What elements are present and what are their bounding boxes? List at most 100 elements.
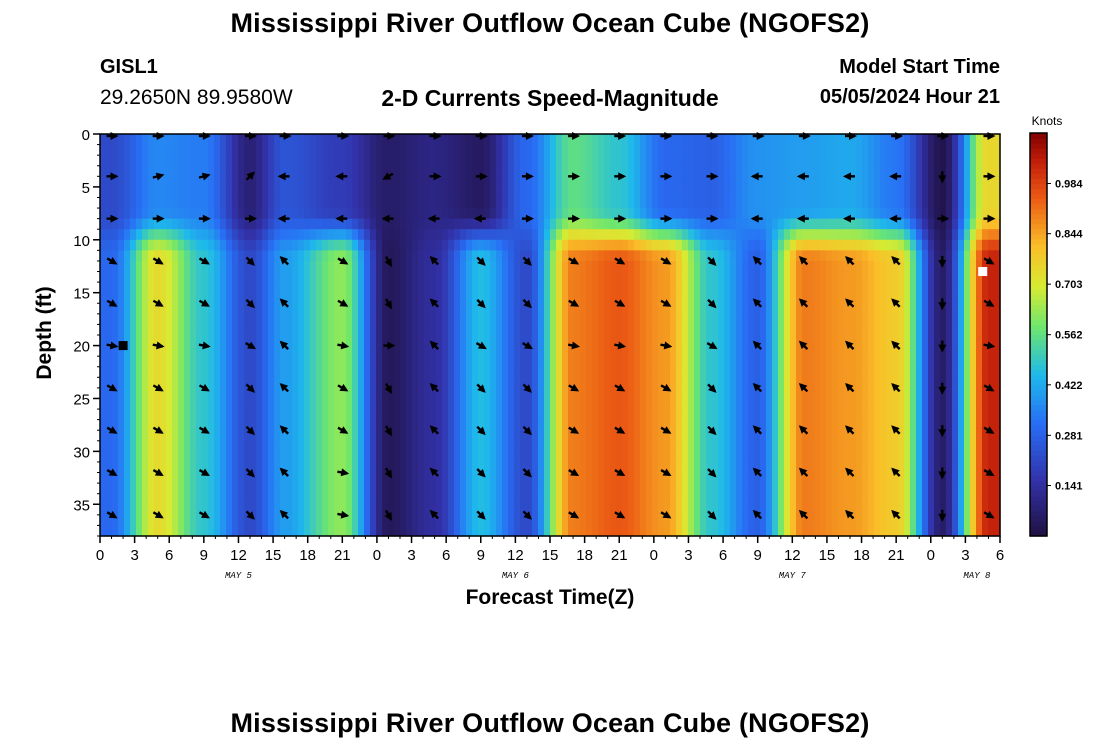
heatmap-cell [196,239,203,251]
heatmap-cell [124,313,131,326]
heatmap-cell [466,165,473,177]
heatmap-cell [448,250,455,262]
heatmap-cell [772,419,779,431]
heatmap-cell [208,186,215,199]
heatmap-cell [310,218,317,230]
heatmap-cell [886,387,893,400]
heatmap-cell [442,165,449,177]
heatmap-cell [730,250,737,262]
heatmap-cell [274,208,281,220]
heatmap-cell [994,366,1001,378]
heatmap-cell [256,292,263,304]
heatmap-cell [562,409,569,421]
heatmap-cell [346,282,353,294]
heatmap-cell [418,186,425,199]
heatmap-cell [466,155,473,167]
heatmap-cell [412,197,419,209]
heatmap-cell [652,239,659,251]
heatmap-cell [760,398,767,410]
heatmap-cell [370,409,377,421]
heatmap-cell [646,134,653,146]
heatmap-cell [676,208,683,220]
heatmap-cell [742,377,749,389]
heatmap-cell [724,229,731,241]
heatmap-cell [196,250,203,262]
heatmap-cell [562,451,569,463]
heatmap-cell [898,186,905,199]
heatmap-cell [640,208,647,220]
heatmap-cell [862,387,869,400]
heatmap-cell [442,197,449,209]
heatmap-cell [778,335,785,347]
heatmap-cell [106,335,113,347]
heatmap-cell [364,260,371,273]
heatmap-cell [526,461,533,474]
heatmap-cell [172,377,179,389]
heatmap-cell [772,409,779,421]
heatmap-cell [184,229,191,241]
heatmap-cell [148,345,155,357]
heatmap-cell [202,218,209,230]
heatmap-cell [820,260,827,273]
heatmap-cell [916,208,923,220]
heatmap-cell [916,461,923,474]
heatmap-cell [232,134,239,146]
heatmap-cell [766,409,773,421]
heatmap-cell [772,134,779,146]
heatmap-cell [592,292,599,304]
heatmap-cell [778,324,785,336]
heatmap-cell [760,197,767,209]
heatmap-cell [142,461,149,474]
heatmap-cell [538,409,545,421]
heatmap-cell [592,345,599,357]
heatmap-cell [802,335,809,347]
heatmap-cell [736,335,743,347]
heatmap-cell [268,313,275,326]
heatmap-cell [202,134,209,146]
heatmap-cell [502,271,509,283]
heatmap-cell [376,271,383,283]
heatmap-cell [112,430,119,442]
heatmap-cell [682,282,689,294]
heatmap-cell [646,335,653,347]
heatmap-cell [628,239,635,251]
heatmap-cell [724,451,731,463]
heatmap-cell [640,292,647,304]
heatmap-cell [328,165,335,177]
heatmap-cell [718,208,725,220]
heatmap-cell [880,229,887,241]
heatmap-cell [466,430,473,442]
heatmap-cell [406,335,413,347]
heatmap-cell [472,134,479,146]
heatmap-cell [736,292,743,304]
heatmap-cell [310,335,317,347]
heatmap-cell [640,303,647,315]
heatmap-cell [934,461,941,474]
heatmap-cell [862,451,869,463]
heatmap-cell [856,335,863,347]
heatmap-cell [640,356,647,368]
heatmap-cell [196,345,203,357]
heatmap-cell [280,282,287,294]
heatmap-cell [712,239,719,251]
heatmap-cell [958,313,965,326]
heatmap-cell [940,440,947,452]
heatmap-cell [766,208,773,220]
heatmap-cell [412,345,419,357]
heatmap-cell [868,197,875,209]
heatmap-cell [742,155,749,167]
heatmap-cell [832,144,839,156]
heatmap-cell [280,345,287,357]
heatmap-cell [388,398,395,410]
heatmap-cell [556,229,563,241]
heatmap-cell [154,197,161,209]
heatmap-cell [778,313,785,326]
heatmap-cell [310,356,317,368]
heatmap-cell [118,239,125,251]
heatmap-cell [850,430,857,442]
heatmap-cell [532,155,539,167]
heatmap-cell [460,440,467,452]
heatmap-cell [922,430,929,442]
heatmap-cell [874,356,881,368]
heatmap-cell [928,419,935,431]
